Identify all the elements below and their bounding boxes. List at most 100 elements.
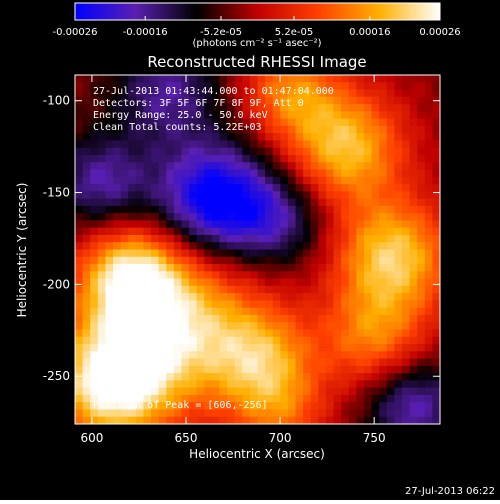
- heatmap-cell: [295, 409, 304, 418]
- annotation-detectors: Detectors: 3F 5F 6F 7F 8F 9F, Att 0: [93, 98, 304, 109]
- heatmap-cell: [82, 402, 91, 410]
- heatmap-cell: [371, 285, 380, 294]
- heatmap-cell: [318, 322, 327, 330]
- heatmap-cell: [401, 176, 411, 185]
- heatmap-cell: [113, 358, 122, 367]
- heatmap-cell: [409, 373, 418, 381]
- heatmap-cell: [303, 387, 312, 396]
- heatmap-cell: [219, 140, 228, 149]
- heatmap-cell: [189, 184, 198, 192]
- heatmap-cell: [204, 278, 213, 287]
- heatmap-cell: [128, 387, 137, 396]
- heatmap-cell: [394, 387, 403, 396]
- heatmap-cell: [196, 213, 205, 221]
- heatmap-cell: [189, 227, 198, 236]
- heatmap-cell: [82, 104, 91, 112]
- heatmap-cell: [105, 416, 114, 425]
- heatmap-cell: [417, 140, 426, 149]
- heatmap-cell: [265, 213, 274, 221]
- heatmap-cell: [90, 344, 99, 352]
- heatmap-cell: [143, 104, 152, 112]
- heatmap-cell: [325, 249, 335, 258]
- heatmap-cell: [158, 351, 167, 360]
- heatmap-cell: [128, 329, 137, 338]
- heatmap-cell: [143, 394, 152, 403]
- heatmap-cell: [257, 358, 266, 367]
- heatmap-cell: [417, 82, 426, 91]
- heatmap-cell: [135, 234, 144, 243]
- heatmap-cell: [219, 278, 228, 287]
- heatmap-cell: [113, 140, 122, 149]
- heatmap-cell: [432, 176, 441, 185]
- heatmap-cell: [363, 75, 373, 83]
- heatmap-cell: [242, 314, 251, 323]
- heatmap-cell: [151, 198, 160, 207]
- heatmap-cell: [189, 125, 198, 134]
- heatmap-cell: [303, 293, 312, 301]
- heatmap-cell: [151, 234, 160, 243]
- heatmap-cell: [173, 118, 182, 127]
- heatmap-cell: [257, 365, 266, 374]
- heatmap-cell: [249, 416, 258, 425]
- heatmap-cell: [265, 104, 274, 112]
- heatmap-cell: [151, 242, 160, 250]
- heatmap-cell: [295, 176, 304, 185]
- heatmap-cell: [196, 358, 205, 367]
- heatmap-cell: [348, 351, 357, 360]
- heatmap-cell: [181, 242, 190, 250]
- heatmap-cell: [348, 213, 357, 221]
- heatmap-cell: [143, 256, 152, 265]
- heatmap-cell: [227, 220, 236, 229]
- heatmap-cell: [341, 256, 350, 265]
- heatmap-cell: [310, 75, 319, 83]
- heatmap-cell: [401, 191, 411, 200]
- plot-frame: [74, 74, 441, 425]
- heatmap-cell: [128, 271, 137, 280]
- heatmap-cell: [97, 329, 106, 338]
- heatmap-cell: [287, 191, 297, 200]
- heatmap-cell: [249, 133, 258, 141]
- heatmap-cell: [409, 176, 418, 185]
- heatmap-cell: [143, 329, 152, 338]
- heatmap-cell: [90, 271, 99, 280]
- heatmap-cell: [113, 336, 122, 345]
- heatmap-cell: [105, 213, 114, 221]
- heatmap-cell: [287, 176, 297, 185]
- heatmap-cell: [143, 220, 152, 229]
- x-tick-label: 650: [175, 431, 198, 445]
- heatmap-cell: [211, 96, 220, 105]
- heatmap-cell: [371, 154, 380, 163]
- heatmap-cell: [424, 227, 433, 236]
- heatmap-cell: [151, 285, 160, 294]
- heatmap-cell: [409, 307, 418, 316]
- heatmap-cell: [394, 307, 403, 316]
- heatmap-cell: [181, 387, 190, 396]
- heatmap-cell: [151, 293, 160, 301]
- heatmap-cell: [424, 205, 433, 214]
- heatmap-cell: [409, 154, 418, 163]
- heatmap-cell: [417, 242, 426, 250]
- heatmap-cell: [379, 242, 388, 250]
- heatmap-cell: [432, 125, 441, 134]
- heatmap-cell: [189, 242, 198, 250]
- heatmap-cell: [318, 104, 327, 112]
- heatmap-cell: [257, 169, 266, 178]
- heatmap-cell: [371, 300, 380, 309]
- heatmap-cell: [219, 111, 228, 120]
- heatmap-cell: [295, 307, 304, 316]
- heatmap-cell: [227, 358, 236, 367]
- heatmap-cell: [356, 307, 365, 316]
- heatmap-cell: [394, 133, 403, 141]
- heatmap-cell: [189, 118, 198, 127]
- heatmap-cell: [401, 293, 411, 301]
- heatmap-cell: [265, 271, 274, 280]
- heatmap-cell: [287, 125, 297, 134]
- heatmap-cell: [348, 220, 357, 229]
- heatmap-cell: [272, 373, 281, 381]
- heatmap-cell: [356, 198, 365, 207]
- heatmap-cell: [295, 213, 304, 221]
- heatmap-cell: [158, 264, 167, 272]
- heatmap-cell: [196, 264, 205, 272]
- heatmap-cell: [424, 154, 433, 163]
- heatmap-cell: [211, 314, 220, 323]
